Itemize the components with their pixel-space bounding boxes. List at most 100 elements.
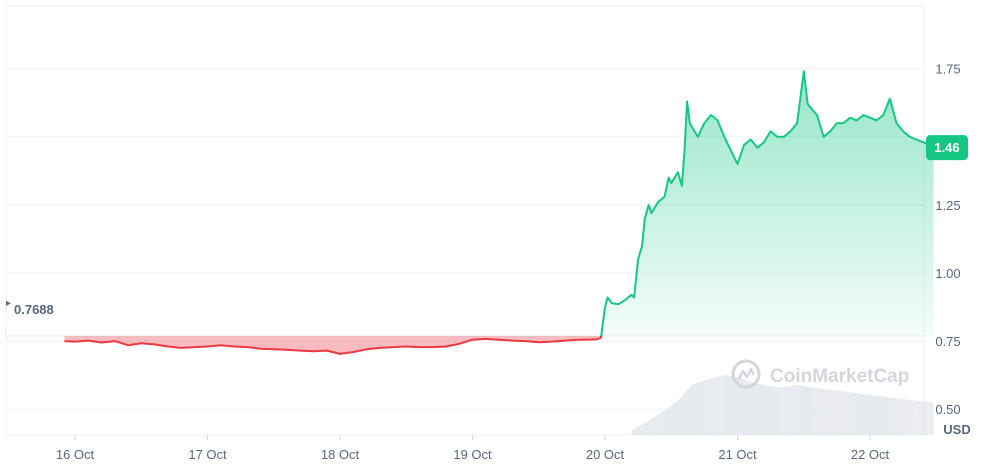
- volume-bar: [907, 399, 910, 435]
- volume-bar: [771, 386, 774, 435]
- currency-label: USD: [943, 422, 970, 437]
- volume-bar: [858, 393, 861, 435]
- volume-bar: [809, 387, 812, 435]
- volume-bar: [928, 402, 931, 435]
- coinmarketcap-logo-icon: [731, 359, 761, 389]
- volume-bar: [828, 389, 831, 435]
- volume-bar: [834, 390, 837, 435]
- current-price-badge-bg: [926, 135, 968, 161]
- volume-bar: [854, 393, 857, 435]
- volume-bar: [753, 383, 756, 435]
- volume-bar: [795, 385, 798, 435]
- volume-bar: [752, 382, 755, 435]
- volume-bar: [737, 377, 740, 435]
- volume-bar: [866, 394, 869, 435]
- volume-bar: [640, 424, 643, 435]
- volume-bar: [668, 407, 671, 435]
- volume-bar: [762, 384, 765, 435]
- volume-bar: [836, 390, 839, 435]
- volume-bar: [652, 417, 655, 435]
- volume-bar: [883, 396, 886, 435]
- volume-bar: [912, 400, 915, 435]
- price-line-above-baseline[interactable]: [64, 70, 935, 354]
- current-price-badge: 1.46: [926, 135, 968, 161]
- volume-bar: [732, 376, 735, 435]
- volume-bar: [799, 385, 802, 435]
- volume-bar: [749, 382, 752, 435]
- volume-bar: [701, 381, 704, 435]
- baseline-marker-icon: ▸: [6, 298, 11, 309]
- volume-bar: [893, 398, 896, 435]
- volume-bar: [801, 385, 804, 435]
- volume-bar: [734, 377, 737, 435]
- volume-bar: [926, 401, 929, 435]
- volume-bar: [644, 422, 647, 435]
- volume-bar: [871, 395, 874, 435]
- volume-bar: [842, 391, 845, 435]
- volume-bar: [856, 393, 859, 435]
- volume-bar: [693, 384, 696, 435]
- volume-bar: [688, 388, 691, 435]
- volume-bar: [673, 403, 676, 435]
- volume-bar: [714, 377, 717, 435]
- volume-bar: [699, 382, 702, 435]
- volume-bar: [873, 395, 876, 435]
- volume-bar: [810, 387, 813, 435]
- volume-bar: [642, 424, 645, 435]
- volume-bar: [703, 380, 706, 435]
- volume-bar: [846, 392, 849, 435]
- volume-bar: [676, 401, 679, 435]
- volume-bar: [793, 385, 796, 435]
- volume-bar: [665, 409, 668, 435]
- volume-bar: [905, 399, 908, 435]
- volume-bar: [879, 396, 882, 435]
- volume-bar: [881, 396, 884, 435]
- volume-bar: [760, 384, 763, 435]
- volume-bars: [631, 375, 934, 435]
- volume-bar: [885, 397, 888, 435]
- volume-bar: [775, 387, 778, 435]
- volume-bar: [729, 376, 732, 435]
- volume-bar: [921, 401, 924, 435]
- volume-bar: [636, 427, 639, 435]
- volume-bar: [931, 402, 934, 435]
- volume-bar: [691, 385, 694, 435]
- volume-bar: [689, 386, 692, 435]
- volume-bar: [681, 395, 684, 435]
- volume-bar: [748, 381, 751, 435]
- volume-bar: [696, 383, 699, 435]
- volume-bar: [684, 392, 687, 435]
- volume-bar: [692, 384, 695, 435]
- volume-bar: [664, 410, 667, 435]
- volume-bar: [840, 391, 843, 435]
- volume-bar: [889, 397, 892, 435]
- volume-bar: [895, 398, 898, 435]
- volume-bar: [662, 411, 665, 435]
- volume-bar: [741, 379, 744, 435]
- volume-bar: [650, 418, 653, 435]
- watermark-text: CoinMarketCap: [770, 366, 909, 387]
- volume-bar: [656, 415, 659, 435]
- volume-bar: [669, 406, 672, 435]
- volume-bar: [767, 385, 770, 435]
- volume-bar: [818, 388, 821, 435]
- volume-bar: [897, 398, 900, 435]
- price-series[interactable]: [64, 70, 935, 355]
- volume-bar: [761, 384, 764, 435]
- volume-bar: [838, 391, 841, 435]
- volume-bar: [738, 378, 741, 435]
- volume-bar: [909, 400, 912, 435]
- x-tick-label: 21 Oct: [718, 447, 757, 462]
- volume-bar: [789, 386, 792, 435]
- volume-bar: [632, 429, 635, 435]
- volume-bar: [680, 397, 683, 435]
- volume-bar: [725, 375, 728, 435]
- x-tick-label: 16 Oct: [56, 447, 95, 462]
- volume-bar: [916, 400, 919, 435]
- price-line-below-baseline[interactable]: [64, 71, 933, 355]
- volume-bar: [787, 386, 790, 435]
- volume-bar: [822, 389, 825, 435]
- volume-bar: [844, 391, 847, 435]
